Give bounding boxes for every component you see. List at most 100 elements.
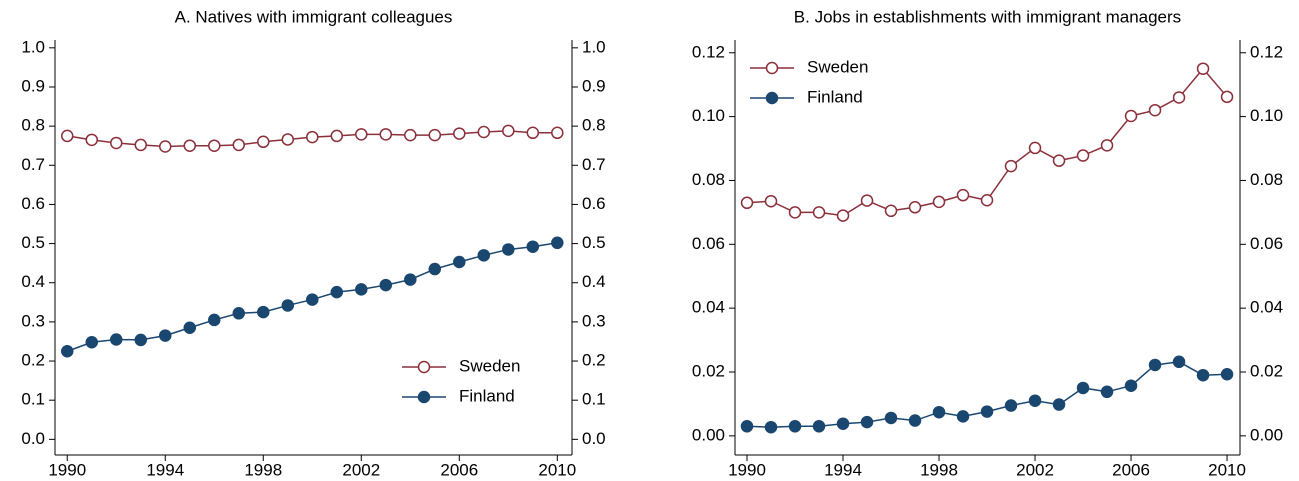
- y-tick-label-right: 0.8: [582, 116, 606, 135]
- marker: [159, 329, 172, 342]
- y-tick-label-right: 0.9: [582, 76, 606, 95]
- legend-label: Finland: [459, 386, 515, 405]
- y-tick-label: 0.8: [21, 116, 45, 135]
- marker: [61, 129, 74, 143]
- marker: [1076, 381, 1090, 395]
- marker: [502, 124, 515, 138]
- marker: [812, 206, 826, 219]
- marker: [1220, 367, 1234, 381]
- marker: [1148, 358, 1162, 372]
- marker: [908, 414, 922, 427]
- marker: [404, 128, 417, 142]
- marker: [61, 345, 74, 358]
- marker: [330, 129, 344, 143]
- legend-label: Finland: [807, 87, 863, 106]
- marker: [428, 128, 442, 142]
- marker: [1220, 90, 1234, 104]
- legend-marker: [417, 360, 431, 374]
- marker: [812, 420, 826, 433]
- marker: [428, 262, 442, 276]
- marker: [232, 307, 246, 320]
- marker: [404, 273, 417, 286]
- marker: [453, 255, 466, 269]
- marker: [1076, 149, 1090, 162]
- y-tick-label: 0.02: [692, 361, 725, 380]
- marker: [1124, 379, 1138, 392]
- marker: [110, 333, 123, 346]
- marker: [183, 321, 197, 335]
- marker: [1172, 91, 1186, 104]
- marker: [355, 283, 368, 296]
- x-tick-label: 2002: [342, 460, 380, 479]
- y-tick-label: 0.9: [21, 76, 45, 95]
- chart-title: B. Jobs in establishments with immigrant…: [794, 7, 1181, 26]
- y-tick-label-right: 0.6: [582, 194, 606, 213]
- y-tick-label: 0.00: [692, 425, 725, 444]
- x-tick-label: 2010: [1208, 460, 1246, 479]
- marker: [208, 139, 221, 152]
- marker: [788, 420, 802, 433]
- marker: [764, 420, 778, 434]
- y-tick-label: 0.5: [21, 233, 45, 252]
- x-tick-label: 1998: [920, 460, 958, 479]
- y-tick-label: 0.2: [21, 351, 45, 370]
- y-tick-label: 1.0: [21, 37, 45, 56]
- y-tick-label: 0.7: [21, 155, 45, 174]
- marker: [884, 204, 898, 218]
- marker: [110, 136, 123, 150]
- y-tick-label-right: 0.00: [1250, 425, 1283, 444]
- y-tick-label-right: 1.0: [582, 37, 606, 56]
- marker: [159, 140, 172, 153]
- marker: [208, 313, 221, 327]
- y-tick-label: 0.04: [692, 298, 725, 317]
- marker: [1004, 399, 1018, 412]
- marker: [379, 128, 393, 141]
- legend-marker: [765, 91, 779, 105]
- marker: [232, 138, 246, 152]
- x-tick-label: 1994: [146, 460, 184, 479]
- marker: [1100, 139, 1114, 152]
- panel: A. Natives with immigrant colleagues 0.0 0…: [21, 7, 605, 479]
- panel: B. Jobs in establishments with immigrant…: [692, 7, 1283, 479]
- marker: [1028, 394, 1042, 407]
- y-tick-label-right: 0.10: [1250, 106, 1283, 125]
- marker: [306, 130, 319, 144]
- marker: [836, 417, 850, 430]
- marker: [281, 133, 295, 146]
- marker: [764, 194, 778, 208]
- x-tick-label: 1990: [728, 460, 766, 479]
- y-tick-label: 0.06: [692, 234, 725, 253]
- legend-label: Sweden: [807, 57, 868, 76]
- y-tick-label-right: 0.04: [1250, 298, 1283, 317]
- marker: [477, 125, 491, 139]
- y-tick-label-right: 0.4: [582, 272, 606, 291]
- marker: [551, 126, 564, 140]
- marker: [85, 133, 99, 147]
- y-tick-label-right: 0.1: [582, 390, 606, 409]
- marker: [526, 126, 540, 140]
- x-tick-label: 2010: [538, 460, 576, 479]
- y-tick-label: 0.6: [21, 194, 45, 213]
- marker: [1100, 385, 1114, 399]
- x-tick-label: 2006: [1112, 460, 1150, 479]
- marker: [1052, 154, 1066, 167]
- marker: [526, 240, 540, 253]
- x-tick-label: 1998: [244, 460, 282, 479]
- marker: [453, 127, 466, 140]
- marker: [1028, 141, 1042, 155]
- marker: [788, 206, 802, 219]
- marker: [980, 194, 994, 207]
- marker: [477, 249, 491, 262]
- marker: [281, 299, 295, 312]
- y-tick-label: 0.1: [21, 390, 45, 409]
- y-tick-label: 0.4: [21, 272, 45, 291]
- marker: [908, 201, 922, 214]
- marker: [884, 411, 898, 425]
- y-tick-label-right: 0.5: [582, 233, 606, 252]
- y-tick-label: 0.12: [692, 42, 725, 61]
- marker: [85, 335, 99, 349]
- marker: [134, 138, 148, 152]
- x-tick-label: 1990: [48, 460, 86, 479]
